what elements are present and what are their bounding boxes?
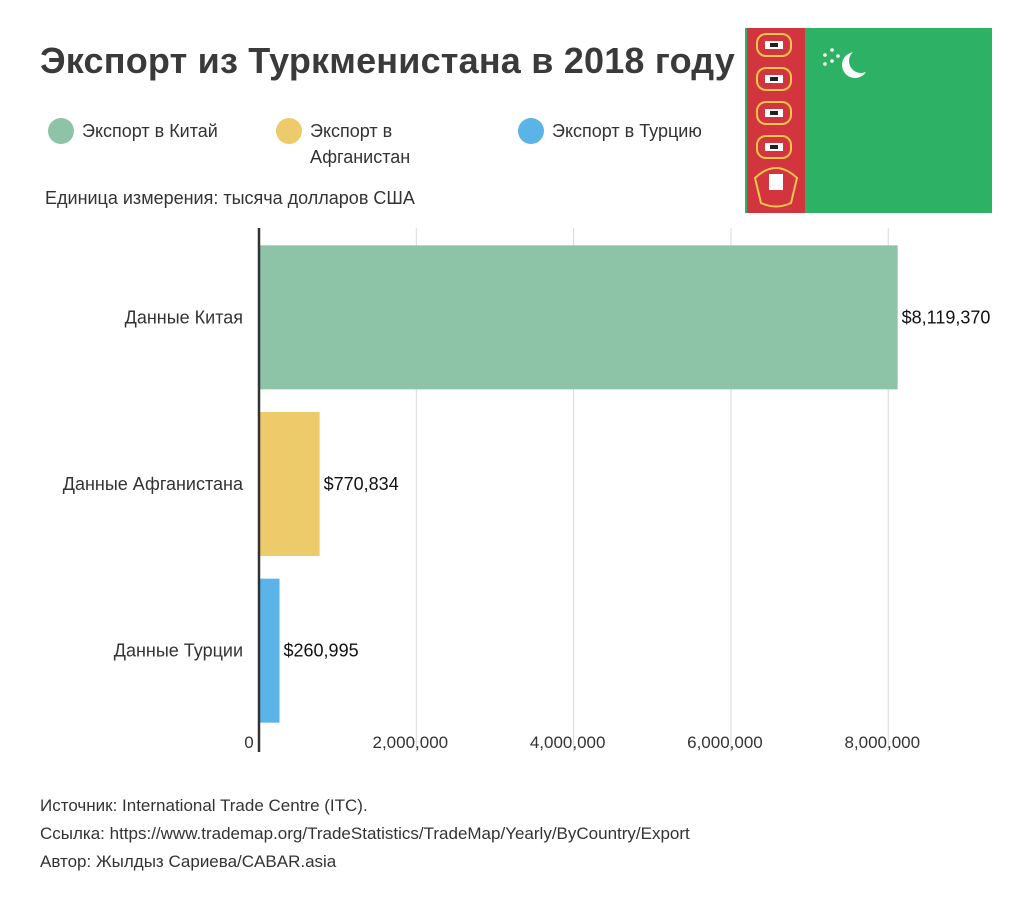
legend-swatch-china: [48, 118, 74, 144]
x-tick-label: 6,000,000: [687, 733, 763, 752]
unit-label: Единица измерения: тысяча долларов США: [45, 188, 415, 208]
bar: [259, 578, 280, 723]
footer: Источник: International Trade Centre (IT…: [40, 792, 690, 876]
turkmenistan-flag-image: [745, 28, 992, 213]
footer-source: Источник: International Trade Centre (IT…: [40, 796, 368, 815]
legend-item-turkey: Экспорт в Турцию: [518, 118, 702, 144]
category-label: Данные Китая: [125, 307, 243, 327]
footer-author: Автор: Жылдыз Сариева/CABAR.asia: [40, 852, 337, 871]
chart-title: Экспорт из Туркменистана в 2018 году: [40, 40, 735, 81]
legend-item-china: Экспорт в Китай: [48, 118, 218, 144]
legend-swatch-turkey: [518, 118, 544, 144]
legend-label-turkey: Экспорт в Турцию: [552, 121, 702, 141]
category-label: Данные Афганистана: [63, 474, 244, 494]
footer-link: Ссылка: https://www.trademap.org/TradeSt…: [40, 824, 690, 843]
value-label: $260,995: [284, 641, 359, 661]
bar: [259, 245, 898, 390]
x-tick-label: 8,000,000: [844, 733, 920, 752]
bar: [259, 412, 320, 556]
x-tick-label: 4,000,000: [530, 733, 606, 752]
category-label: Данные Турции: [114, 641, 243, 661]
legend-item-afghanistan: Экспорт в Афганистан: [276, 118, 446, 170]
x-tick-label: 2,000,000: [372, 733, 448, 752]
legend-label-afghanistan: Экспорт в Афганистан: [310, 121, 411, 167]
value-label: $770,834: [324, 474, 399, 494]
x-tick-label: 0: [244, 733, 253, 752]
value-label: $8,119,370: [902, 307, 991, 327]
legend-swatch-afghanistan: [276, 118, 302, 144]
legend-label-china: Экспорт в Китай: [82, 121, 218, 141]
